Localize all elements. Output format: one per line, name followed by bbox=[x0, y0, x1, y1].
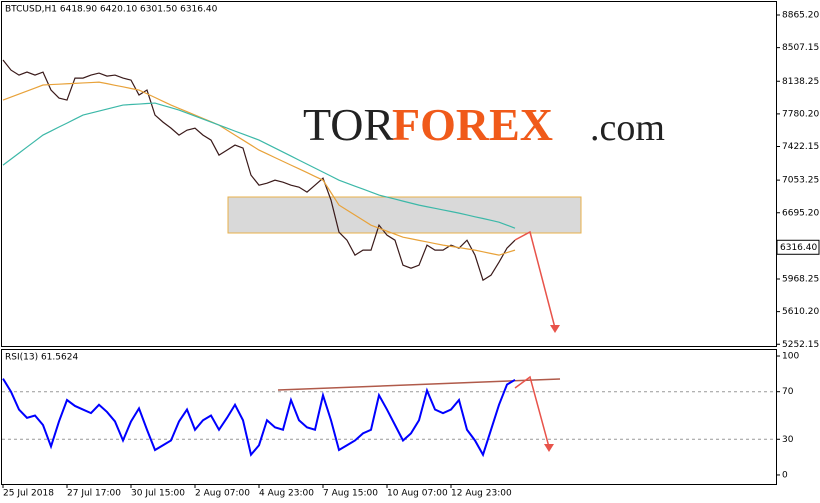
rsi-pane bbox=[1, 349, 777, 485]
x-tick-label: 25 Jul 2018 bbox=[3, 489, 54, 499]
rsi-title: RSI(13) 61.5624 bbox=[5, 353, 78, 363]
forecast-arrow bbox=[514, 375, 550, 448]
series-line bbox=[2, 102, 516, 229]
price-pane bbox=[1, 1, 777, 347]
y-tick-label: 7780.20 bbox=[782, 109, 819, 119]
series-line bbox=[2, 59, 516, 282]
y-tick-label: 7422.15 bbox=[782, 142, 819, 152]
watermark: TOR FOREX .com bbox=[303, 99, 665, 150]
x-tick-label: 30 Jul 15:00 bbox=[131, 489, 185, 499]
y-tick-label: 5252.15 bbox=[782, 340, 819, 350]
trend-line bbox=[277, 378, 561, 391]
watermark-part: .com bbox=[590, 107, 665, 149]
y-tick-label: 8507.15 bbox=[782, 43, 819, 53]
x-tick-label: 10 Aug 07:00 bbox=[387, 489, 448, 499]
chart-title: BTCUSD,H1 6418.90 6420.10 6301.50 6316.4… bbox=[5, 5, 218, 15]
y-tick-label: 100 bbox=[782, 352, 799, 362]
y-tick-label: 7053.25 bbox=[782, 176, 819, 186]
arrow-head bbox=[544, 444, 554, 452]
x-tick-label: 2 Aug 07:00 bbox=[195, 489, 250, 499]
y-tick-label: 8865.20 bbox=[782, 11, 819, 21]
y-tick-label: 5968.25 bbox=[782, 274, 819, 284]
price-label-box bbox=[776, 239, 820, 255]
y-tick-label: 6695.20 bbox=[782, 208, 819, 218]
forecast-arrow bbox=[514, 230, 556, 329]
watermark-part: TOR bbox=[303, 99, 394, 150]
x-tick-label: 4 Aug 23:00 bbox=[259, 489, 314, 499]
series-line bbox=[2, 81, 516, 256]
y-tick-label: 70 bbox=[782, 387, 794, 397]
watermark-part: FOREX bbox=[392, 99, 553, 150]
x-tick-label: 27 Jul 17:00 bbox=[67, 489, 121, 499]
y-tick-label: 5610.20 bbox=[782, 307, 819, 317]
x-tick-label: 12 Aug 23:00 bbox=[451, 489, 512, 499]
y-tick-label: 8138.25 bbox=[782, 77, 819, 87]
y-tick-label: 0 bbox=[782, 470, 788, 480]
arrow-head bbox=[550, 325, 560, 333]
x-tick-label: 7 Aug 15:00 bbox=[323, 489, 378, 499]
y-tick-label: 30 bbox=[782, 435, 794, 445]
price-label: 6316.40 bbox=[780, 243, 817, 253]
series-line bbox=[2, 378, 516, 458]
resistance-zone bbox=[227, 196, 582, 234]
